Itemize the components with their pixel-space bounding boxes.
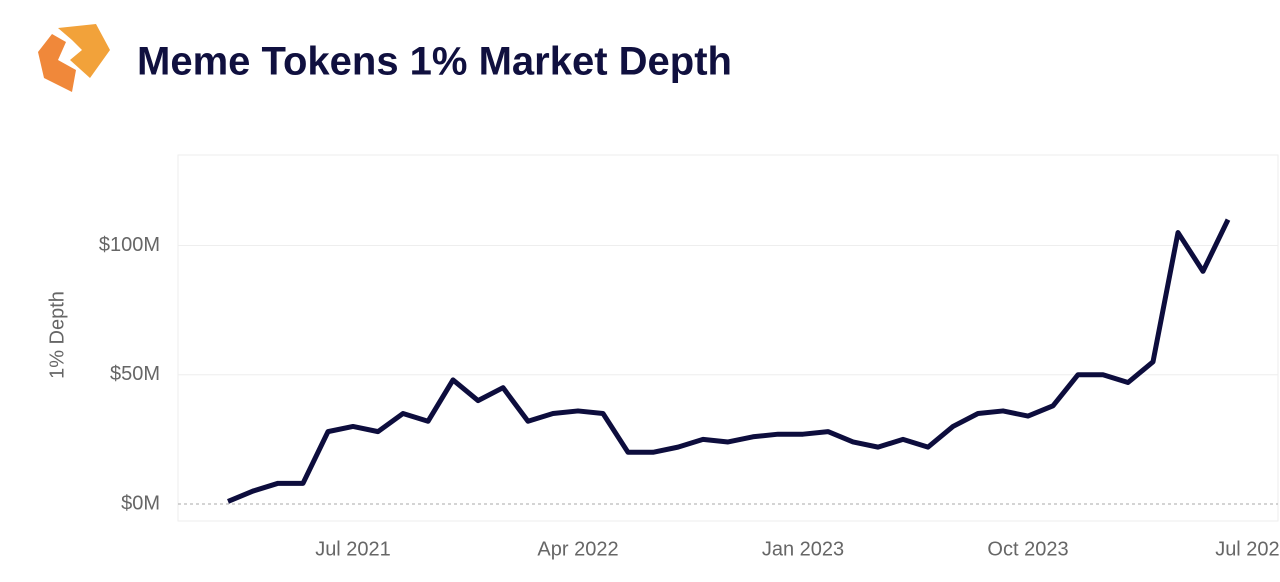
x-tick-label: Jul 2021	[315, 538, 391, 560]
x-tick-label: Apr 2022	[537, 538, 618, 560]
x-tick-label: Oct 2023	[987, 538, 1068, 560]
y-tick-label: $0M	[121, 492, 160, 514]
y-tick-label: $50M	[110, 363, 160, 385]
line	[227, 218, 1231, 504]
y-tick-label: $100M	[99, 234, 160, 256]
plot-frame	[177, 154, 1279, 522]
chart-title: Meme Tokens 1% Market Depth	[137, 40, 732, 84]
logo	[38, 24, 110, 92]
y-axis-label: 1% Depth	[46, 291, 68, 379]
x-tick-label: Jul 2024	[1215, 538, 1280, 560]
x-tick-label: Jan 2023	[762, 538, 844, 560]
